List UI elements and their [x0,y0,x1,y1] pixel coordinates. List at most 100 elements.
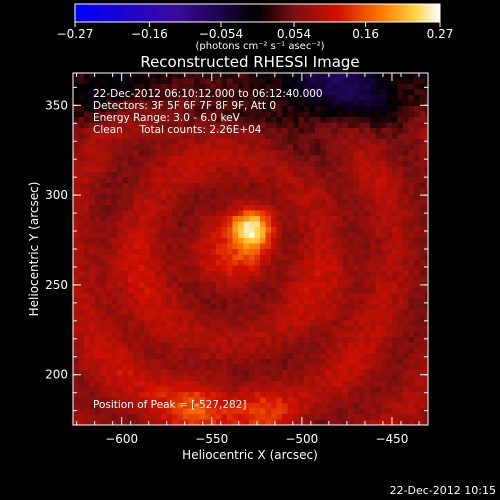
heatmap-cell [106,166,112,173]
heatmap-cell [73,227,79,233]
heatmap-cell [282,139,288,145]
heatmap-cell [166,254,173,261]
heatmap-cell [359,188,365,195]
heatmap-cell [144,326,151,332]
heatmap-cell [370,293,376,299]
heatmap-cell [348,194,354,200]
heatmap-cell [144,144,151,151]
heatmap-cell [117,265,123,272]
heatmap-cell [304,304,310,310]
heatmap-cell [177,232,184,239]
heatmap-cell [199,161,206,167]
heatmap-cell [232,172,239,178]
heatmap-cell [425,106,428,112]
heatmap-cell [150,414,156,420]
heatmap-cell [359,337,365,343]
heatmap-cell [359,260,365,266]
heatmap-cell [172,183,178,189]
heatmap-cell [144,100,151,107]
heatmap-cell [260,298,266,305]
heatmap-cell [353,243,360,250]
heatmap-cell [111,265,118,272]
heatmap-cell [232,89,239,96]
heatmap-cell [238,133,244,140]
heatmap-cell [128,133,134,140]
heatmap-cell [139,265,145,272]
heatmap-cell [161,194,167,200]
heatmap-cell [271,414,277,420]
heatmap-cell [397,188,404,195]
heatmap-cell [254,106,261,112]
heatmap-cell [293,315,299,321]
heatmap-cell [260,287,266,294]
heatmap-cell [276,315,283,321]
heatmap-cell [117,117,123,123]
heatmap-cell [249,73,255,79]
heatmap-cell [238,188,244,195]
heatmap-cell [315,144,321,151]
heatmap-cell [188,238,195,244]
heatmap-cell [348,271,354,277]
heatmap-cell [298,359,305,365]
heatmap-cell [249,381,255,387]
heatmap-cell [414,199,420,206]
heatmap-cell [337,337,343,343]
heatmap-cell [227,414,233,420]
heatmap-cell [155,364,162,371]
heatmap-cell [166,89,173,96]
heatmap-cell [320,232,327,239]
heatmap-cell [265,337,272,343]
heatmap-cell [315,89,321,96]
heatmap-cell [150,254,156,261]
heatmap-cell [408,199,415,206]
heatmap-cell [161,111,167,118]
heatmap-cell [331,304,338,310]
heatmap-cell [397,89,404,96]
heatmap-cell [271,375,277,382]
heatmap-cell [177,375,184,382]
heatmap-cell [326,271,332,277]
heatmap-cell [320,161,327,167]
heatmap-cell [188,353,195,360]
heatmap-cell [403,254,409,261]
heatmap-cell [276,265,283,272]
heatmap-cell [89,144,96,151]
heatmap-cell [276,133,283,140]
heatmap-cell [364,254,371,261]
heatmap-cell [375,386,382,393]
heatmap-cell [276,320,283,327]
heatmap-cell [84,122,90,129]
heatmap-cell [95,232,101,239]
heatmap-cell [150,381,156,387]
heatmap-cell [144,133,151,140]
heatmap-cell [150,128,156,134]
heatmap-cell [128,227,134,233]
heatmap-cell [150,232,156,239]
heatmap-cell [161,271,167,277]
heatmap-cell [95,375,101,382]
heatmap-cell [249,348,255,354]
heatmap-cell [265,315,272,321]
heatmap-cell [89,287,96,294]
heatmap-cell [73,392,79,398]
heatmap-cell [172,122,178,129]
heatmap-cell [370,375,376,382]
heatmap-cell [95,243,101,250]
heatmap-cell [73,249,79,255]
heatmap-cell [386,205,393,211]
heatmap-cell [122,254,129,261]
heatmap-cell [216,78,222,85]
heatmap-cell [249,419,255,425]
heatmap-cell [364,392,371,398]
heatmap-cell [210,210,217,217]
heatmap-cell [122,249,129,255]
heatmap-cell [353,342,360,349]
heatmap-cell [298,403,305,409]
heatmap-cell [199,155,206,162]
heatmap-cell [392,205,398,211]
heatmap-cell [342,348,349,354]
heatmap-cell [386,260,393,266]
heatmap-cell [359,282,365,288]
heatmap-cell [150,73,156,79]
heatmap-cell [414,265,420,272]
